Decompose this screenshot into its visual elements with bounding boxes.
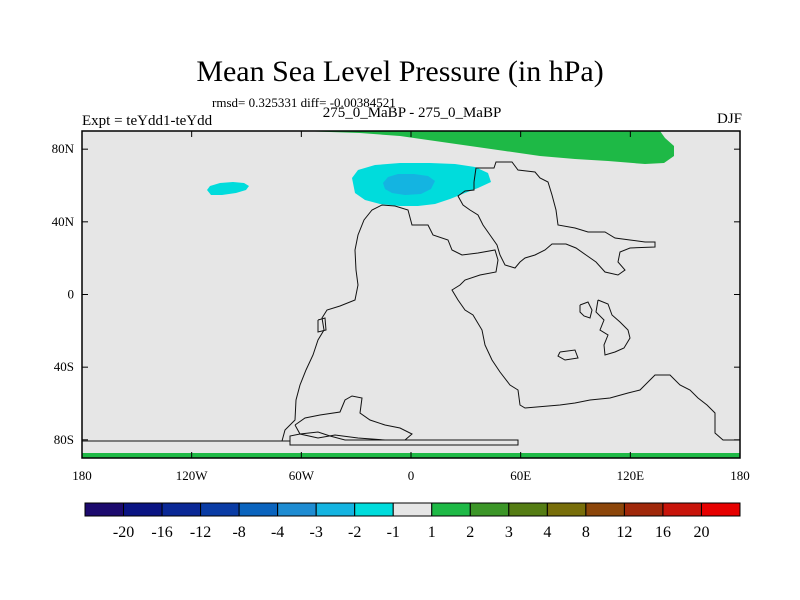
colorbar-swatch xyxy=(277,502,317,517)
chart-subtitle: 275_0_MaBP - 275_0_MaBP xyxy=(322,105,502,121)
x-tick-label: 0 xyxy=(408,468,415,483)
stats-label: rmsd= 0.325331 diff= -0.00384521 xyxy=(212,95,396,110)
coastline xyxy=(294,395,413,441)
colorbar-label: -3 xyxy=(310,524,323,541)
colorbar-label: 16 xyxy=(655,524,671,541)
colorbar-swatch xyxy=(469,502,510,517)
colorbar-label: 3 xyxy=(505,524,513,541)
experiment-label: Expt = teYdd1-teYdd xyxy=(82,113,213,129)
x-tick-label: 180 xyxy=(72,468,92,483)
colorbar-swatch xyxy=(315,502,356,517)
colorbar-label: 1 xyxy=(428,524,436,541)
north-pacific-negative-anomaly xyxy=(207,182,249,195)
y-tick-label: 80S xyxy=(54,432,74,447)
colorbar-swatch xyxy=(354,502,394,517)
coastline xyxy=(457,161,656,276)
arctic-positive-anomaly xyxy=(300,131,674,164)
colorbar-label: 2 xyxy=(466,524,474,541)
y-tick-label: 80N xyxy=(52,141,75,156)
north-atlantic-core xyxy=(383,174,435,195)
continent-outlines xyxy=(82,161,740,446)
colorbar-swatch xyxy=(585,502,625,517)
axis-ticks: 180 120W 60W 0 60E 120E 180 80N 40N 0 40S 80S xyxy=(52,131,750,483)
colorbar-swatch xyxy=(508,502,548,517)
coastline xyxy=(281,204,740,442)
x-tick-label: 180 xyxy=(730,468,750,483)
colorbar-label: -16 xyxy=(151,524,172,541)
colorbar: -20 -16 -12 -8 -4 -3 -2 -1 1 2 3 4 8 12 16 20 xyxy=(84,502,741,541)
x-tick-label: 60E xyxy=(510,468,531,483)
coastline xyxy=(557,349,579,361)
colorbar-label: 12 xyxy=(616,524,632,541)
y-tick-label: 0 xyxy=(68,287,75,302)
colorbar-swatch xyxy=(623,502,664,517)
x-tick-label: 120W xyxy=(176,468,209,483)
coastline xyxy=(595,299,631,356)
coastline xyxy=(82,431,519,446)
colorbar-swatch xyxy=(200,502,240,517)
colorbar-swatch xyxy=(662,502,702,517)
colorbar-label: -2 xyxy=(348,524,361,541)
colorbar-swatch xyxy=(123,502,163,517)
season-label: DJF xyxy=(716,111,742,127)
colorbar-label: -8 xyxy=(232,524,245,541)
colorbar-label: 20 xyxy=(693,524,709,541)
colorbar-swatch xyxy=(431,502,471,517)
chart-title: Mean Sea Level Pressure (in hPa) xyxy=(196,55,604,88)
colorbar-swatch xyxy=(546,502,587,517)
colorbar-label: -20 xyxy=(113,524,134,541)
colorbar-swatch xyxy=(161,502,202,517)
colorbar-label: -12 xyxy=(190,524,211,541)
colorbar-swatch xyxy=(700,502,741,517)
y-tick-label: 40N xyxy=(52,214,75,229)
y-tick-label: 40S xyxy=(54,359,74,374)
colorbar-swatch xyxy=(84,502,125,517)
colorbar-label: 8 xyxy=(582,524,590,541)
colorbar-label: -1 xyxy=(387,524,400,541)
colorbar-swatch xyxy=(392,502,433,517)
coastline xyxy=(317,317,327,333)
colorbar-swatch xyxy=(238,502,279,517)
coastline xyxy=(579,301,593,319)
x-tick-label: 60W xyxy=(289,468,315,483)
colorbar-label: -4 xyxy=(271,524,284,541)
colorbar-label: 4 xyxy=(543,524,551,541)
x-tick-label: 120E xyxy=(617,468,645,483)
